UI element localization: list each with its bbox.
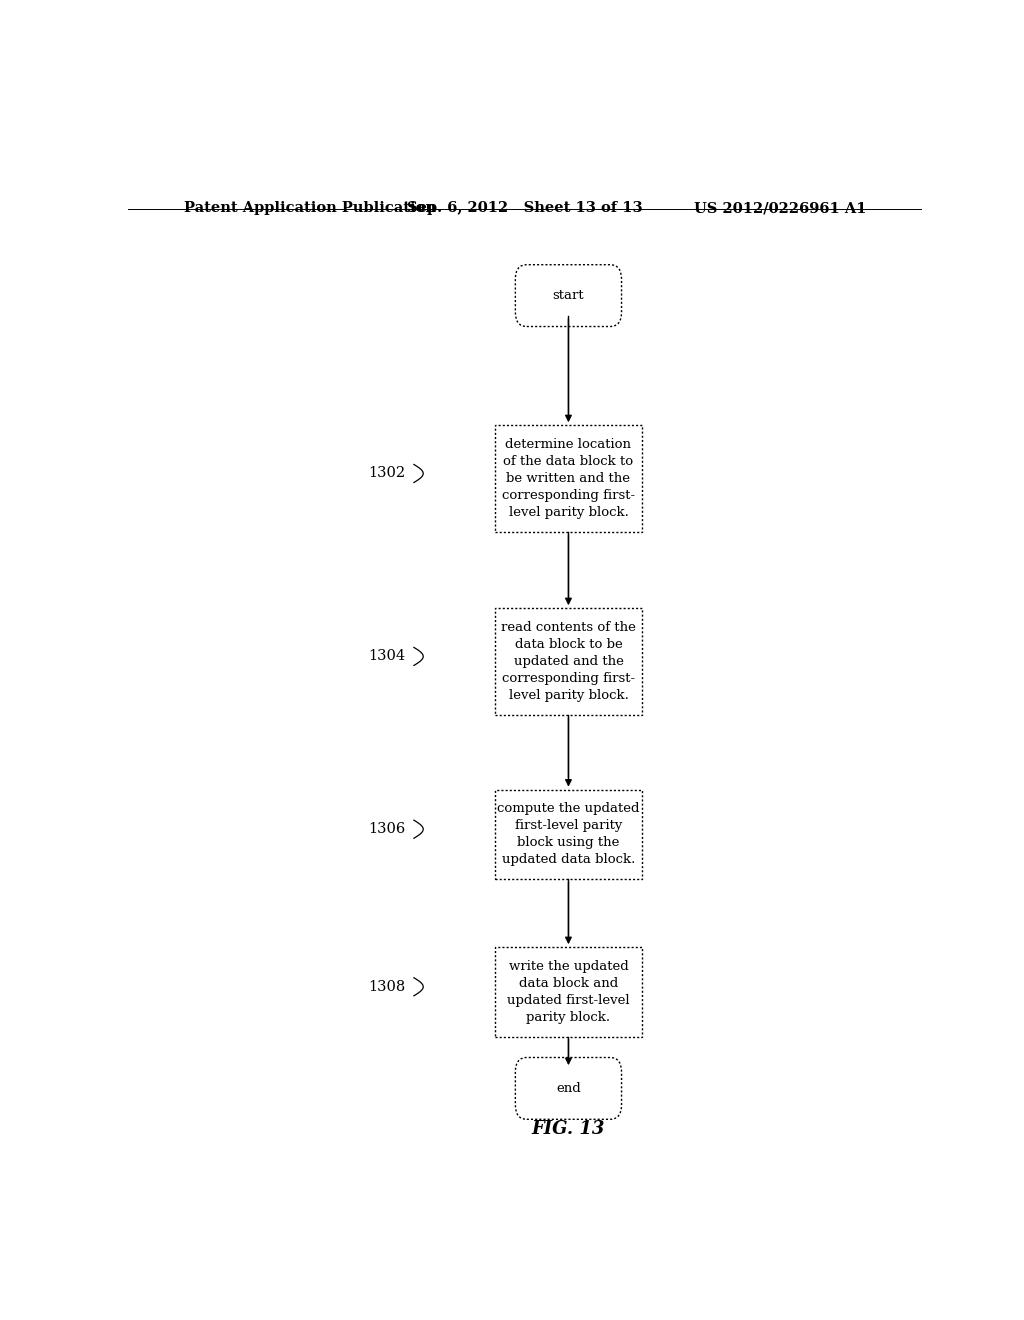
Text: end: end — [556, 1082, 581, 1094]
Bar — [495, 609, 642, 715]
Text: read contents of the
data block to be
updated and the
corresponding first-
level: read contents of the data block to be up… — [501, 620, 636, 702]
Text: 1308: 1308 — [369, 979, 406, 994]
Text: Patent Application Publication: Patent Application Publication — [183, 201, 435, 215]
Text: 1302: 1302 — [369, 466, 406, 480]
Text: start: start — [553, 289, 585, 302]
Text: compute the updated
first-level parity
block using the
updated data block.: compute the updated first-level parity b… — [498, 803, 640, 866]
Text: 1304: 1304 — [369, 649, 406, 664]
Text: 1306: 1306 — [369, 822, 406, 837]
Text: write the updated
data block and
updated first-level
parity block.: write the updated data block and updated… — [507, 960, 630, 1024]
FancyBboxPatch shape — [515, 265, 622, 326]
Bar — [495, 425, 642, 532]
FancyBboxPatch shape — [515, 1057, 622, 1119]
Text: US 2012/0226961 A1: US 2012/0226961 A1 — [693, 201, 866, 215]
Text: FIG. 13: FIG. 13 — [531, 1121, 605, 1138]
Bar — [495, 948, 642, 1036]
Bar — [495, 789, 642, 879]
Text: Sep. 6, 2012   Sheet 13 of 13: Sep. 6, 2012 Sheet 13 of 13 — [407, 201, 643, 215]
Text: determine location
of the data block to
be written and the
corresponding first-
: determine location of the data block to … — [502, 438, 635, 519]
